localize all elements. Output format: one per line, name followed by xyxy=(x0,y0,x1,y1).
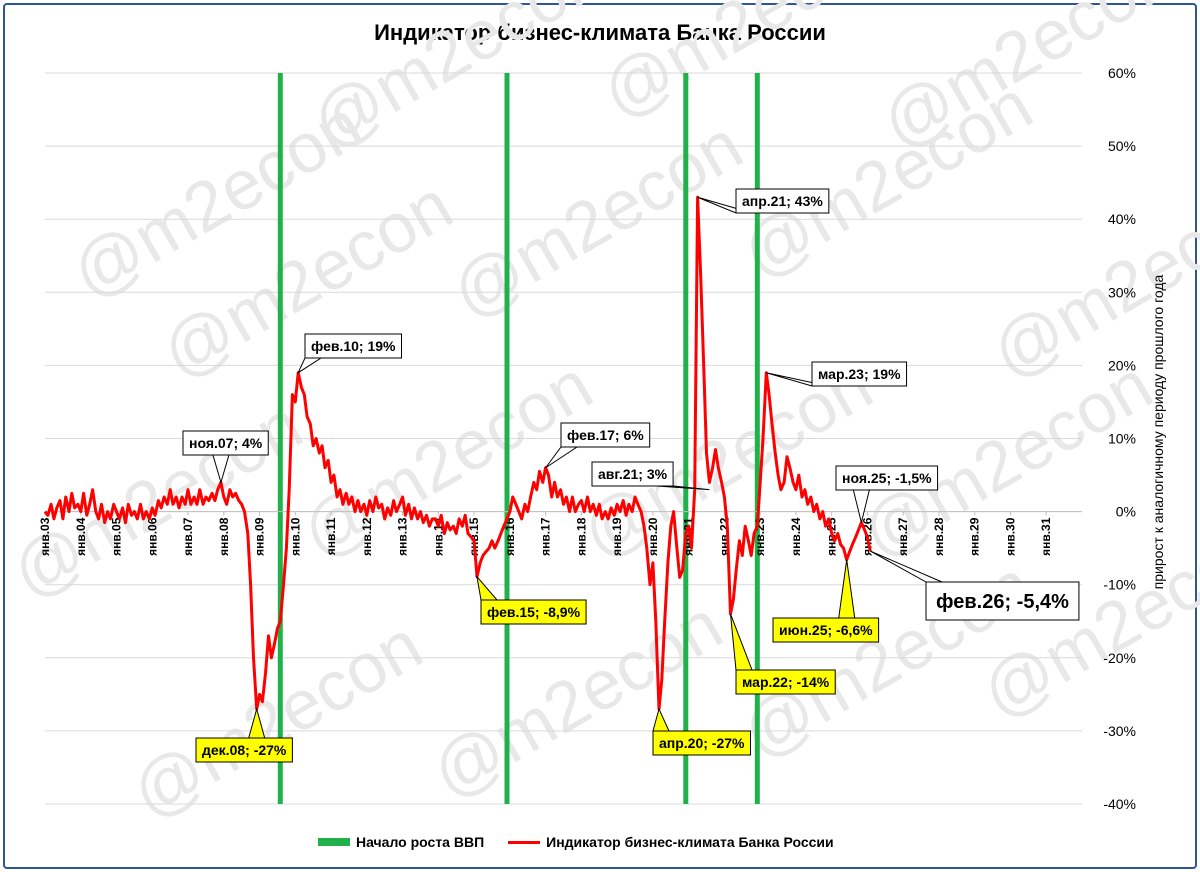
y-tick-label: 30% xyxy=(1108,284,1136,300)
legend-item-indicator: Индикатор бизнес-климата Банка России xyxy=(508,834,834,850)
annotation-label: мар.22; -14% xyxy=(742,674,830,690)
annotation-layer: фев.10; 19% ноя.07; 4% дек.08; -27% фев.15;… xyxy=(182,188,1080,763)
annotation-pointer xyxy=(476,574,499,601)
x-tick-label: янв.09 xyxy=(253,517,267,556)
annotation-box xyxy=(652,730,751,756)
x-tick-label: янв.08 xyxy=(217,517,231,556)
annotation-label: июн.25; -6,6% xyxy=(779,622,873,638)
annotation-box xyxy=(835,465,939,491)
legend-swatch-gdp xyxy=(318,838,350,846)
annotation-box xyxy=(735,188,830,214)
annotation-box xyxy=(925,581,1080,621)
x-tick-label: янв.05 xyxy=(110,517,124,556)
annotation-label: фев.26; -5,4% xyxy=(936,591,1069,613)
annotation-pointer xyxy=(545,446,579,469)
y-tick-label: 50% xyxy=(1108,138,1136,154)
watermark-text: @m2econ xyxy=(979,165,1200,393)
x-tick-label: янв.07 xyxy=(181,517,195,556)
annotation-box xyxy=(560,422,651,448)
indicator-series-line xyxy=(43,195,872,711)
x-tick-label: янв.03 xyxy=(38,517,52,556)
y-tick-label: -10% xyxy=(1103,577,1136,593)
legend-item-gdp: Начало роста ВВП xyxy=(318,834,484,850)
x-tick-label: янв.12 xyxy=(360,517,374,556)
annotation-box xyxy=(195,737,293,763)
annotation-label: мар.23; 19% xyxy=(818,366,901,382)
y-tick-label: 10% xyxy=(1108,431,1136,447)
x-tick-label: янв.16 xyxy=(503,517,517,556)
annotation-box xyxy=(735,669,836,695)
watermark-text: @m2econ xyxy=(0,385,315,613)
annotation-label: ноя.25; -1,5% xyxy=(842,470,932,486)
annotation-pointer xyxy=(838,559,856,619)
annotation-label: апр.20; -27% xyxy=(659,735,745,751)
annotation-label: фев.10; 19% xyxy=(311,338,396,354)
annotation-box xyxy=(480,599,587,625)
x-tick-label: янв.13 xyxy=(396,517,410,556)
y-tick-label: -30% xyxy=(1103,723,1136,739)
x-tick-label: янв.29 xyxy=(968,517,982,556)
annotation-label: авг.21; 3% xyxy=(598,466,668,482)
annotation-label: фев.17; 6% xyxy=(567,427,644,443)
x-tick-label: янв.24 xyxy=(789,517,803,556)
annotation-label: ноя.07; 4% xyxy=(189,435,263,451)
x-tick-label: янв.30 xyxy=(1003,517,1017,556)
x-tick-label: янв.04 xyxy=(74,517,88,556)
x-tick-label: янв.11 xyxy=(324,517,338,555)
watermark-text: @m2econ xyxy=(589,0,905,133)
annotation-box xyxy=(811,361,908,387)
y-tick-label: 0% xyxy=(1116,504,1136,520)
chart-title: Индикатор бизнес-климата Банка России xyxy=(374,20,826,45)
annotation-box xyxy=(182,430,269,456)
legend-swatch-indicator xyxy=(508,840,541,844)
series-layer xyxy=(43,195,872,711)
annotation-box xyxy=(304,333,402,359)
y-axis-label: прирост к аналогичному периоду прошлого … xyxy=(1150,274,1166,589)
annotation-label: апр.21; 43% xyxy=(742,193,823,209)
x-tick-label: янв.15 xyxy=(467,517,481,556)
x-tick-label: янв.06 xyxy=(145,517,159,556)
y-tick-label: 40% xyxy=(1108,211,1136,227)
chart-legend: Начало роста ВВП Индикатор бизнес-климат… xyxy=(318,834,858,850)
x-tick-label: янв.23 xyxy=(753,517,767,556)
watermark-layer: @m2econ@m2econ@m2econ@m2econ@m2econ@m2ec… xyxy=(0,0,1200,833)
annotation-box xyxy=(591,461,674,487)
y-tick-label: 20% xyxy=(1108,357,1136,373)
annotation-box xyxy=(772,617,880,643)
x-tick-label: янв.27 xyxy=(896,517,910,556)
x-tick-label: янв.20 xyxy=(646,517,660,556)
x-tick-label: янв.19 xyxy=(610,517,624,556)
annotation-label: дек.08; -27% xyxy=(202,742,287,758)
x-tick-label: янв.10 xyxy=(288,517,302,556)
x-tick-label: янв.31 xyxy=(1039,517,1053,556)
x-tick-label: янв.18 xyxy=(574,517,588,556)
y-tick-label: -20% xyxy=(1103,650,1136,666)
x-tick-label: янв.17 xyxy=(539,517,553,556)
y-tick-label: -40% xyxy=(1103,796,1136,812)
y-tick-label: 60% xyxy=(1108,65,1136,81)
legend-label-gdp: Начало роста ВВП xyxy=(356,834,485,850)
annotation-pointer xyxy=(729,613,753,671)
annotation-pointer xyxy=(652,707,670,732)
watermark-text: @m2econ xyxy=(299,0,615,163)
x-tick-label: янв.28 xyxy=(932,517,946,556)
annotation-label: фев.15; -8,9% xyxy=(487,604,581,620)
legend-label-indicator: Индикатор бизнес-климата Банка России xyxy=(546,834,834,850)
axes-layer: 60% 50% 40% 30% 20% 10% 0% -10% -20% -30% -40% янв.… xyxy=(38,65,1136,812)
